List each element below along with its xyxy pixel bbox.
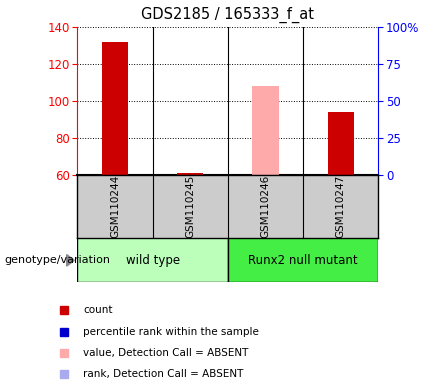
Text: Runx2 null mutant: Runx2 null mutant [249, 254, 358, 266]
Title: GDS2185 / 165333_f_at: GDS2185 / 165333_f_at [141, 7, 314, 23]
Text: count: count [83, 305, 113, 316]
Text: genotype/variation: genotype/variation [4, 255, 111, 265]
Bar [328, 112, 354, 175]
Bar [228, 238, 378, 282]
Bar [77, 238, 228, 282]
Text: GSM110247: GSM110247 [336, 175, 346, 238]
Text: GSM110246: GSM110246 [261, 175, 270, 238]
Text: rank, Detection Call = ABSENT: rank, Detection Call = ABSENT [83, 369, 243, 379]
Text: GSM110244: GSM110244 [110, 175, 120, 238]
Text: wild type: wild type [126, 254, 180, 266]
Bar [102, 42, 128, 175]
Text: GSM110245: GSM110245 [185, 175, 195, 238]
Bar [252, 86, 279, 175]
Text: percentile rank within the sample: percentile rank within the sample [83, 326, 259, 337]
Text: value, Detection Call = ABSENT: value, Detection Call = ABSENT [83, 348, 249, 358]
Bar [177, 173, 203, 175]
